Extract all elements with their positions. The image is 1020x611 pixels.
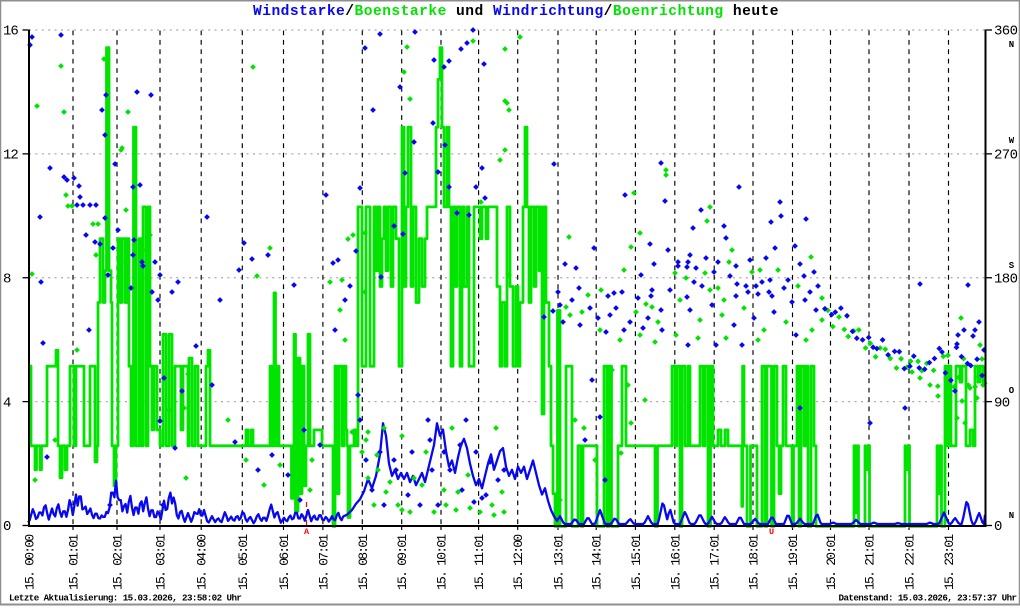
svg-text:4: 4 bbox=[3, 395, 11, 411]
svg-text:O: O bbox=[1009, 386, 1015, 396]
svg-text:15. 00:00: 15. 00:00 bbox=[23, 535, 38, 590]
svg-text:S: S bbox=[1009, 261, 1015, 271]
svg-text:15. 16:01: 15. 16:01 bbox=[668, 534, 683, 590]
svg-text:15. 01:01: 15. 01:01 bbox=[67, 534, 82, 590]
svg-text:Windstarke/Boenstarke und Wind: Windstarke/Boenstarke und Windrichtung/B… bbox=[253, 4, 779, 20]
svg-text:15. 18:01: 15. 18:01 bbox=[747, 534, 762, 590]
svg-text:15. 12:00: 15. 12:00 bbox=[511, 535, 526, 590]
svg-text:15. 02:01: 15. 02:01 bbox=[111, 534, 126, 590]
svg-text:15. 11:01: 15. 11:01 bbox=[472, 534, 487, 590]
svg-text:15. 15:01: 15. 15:01 bbox=[629, 534, 644, 590]
svg-text:270: 270 bbox=[994, 148, 1018, 164]
svg-text:15. 20:01: 15. 20:01 bbox=[824, 534, 839, 590]
svg-text:15. 05:01: 15. 05:01 bbox=[236, 534, 251, 590]
svg-text:0: 0 bbox=[3, 519, 11, 535]
svg-text:15. 14:01: 15. 14:01 bbox=[590, 534, 605, 590]
svg-text:U: U bbox=[769, 527, 774, 537]
svg-text:15. 19:01: 15. 19:01 bbox=[786, 534, 801, 590]
svg-text:360: 360 bbox=[994, 24, 1018, 40]
svg-text:12: 12 bbox=[3, 148, 18, 164]
svg-text:180: 180 bbox=[994, 271, 1018, 287]
svg-text:16: 16 bbox=[3, 24, 18, 40]
svg-text:8: 8 bbox=[3, 271, 11, 287]
svg-text:15. 22:01: 15. 22:01 bbox=[903, 534, 918, 590]
svg-text:15. 07:01: 15. 07:01 bbox=[316, 534, 331, 590]
svg-text:15. 06:01: 15. 06:01 bbox=[277, 534, 292, 590]
svg-text:15. 10:01: 15. 10:01 bbox=[435, 534, 450, 590]
svg-text:15. 13:01: 15. 13:01 bbox=[552, 534, 567, 590]
svg-text:90: 90 bbox=[994, 395, 1010, 411]
svg-text:15. 04:00: 15. 04:00 bbox=[195, 535, 210, 590]
svg-text:N: N bbox=[1009, 40, 1014, 50]
svg-text:15. 23:01: 15. 23:01 bbox=[942, 534, 957, 590]
svg-text:15. 09:01: 15. 09:01 bbox=[395, 534, 410, 590]
svg-text:W: W bbox=[1009, 136, 1015, 146]
svg-text:15. 03:01: 15. 03:01 bbox=[154, 534, 169, 590]
svg-text:Datenstand: 15.03.2026, 23:57:: Datenstand: 15.03.2026, 23:57:37 Uhr bbox=[839, 593, 1017, 604]
svg-text:N: N bbox=[1009, 511, 1014, 521]
svg-text:A: A bbox=[304, 527, 310, 537]
svg-text:Letzte Aktualisierung: 15.03.2: Letzte Aktualisierung: 15.03.2026, 23:58… bbox=[9, 593, 241, 604]
svg-text:15. 17:01: 15. 17:01 bbox=[708, 534, 723, 590]
svg-text:15. 08:01: 15. 08:01 bbox=[356, 534, 371, 590]
svg-text:15. 21:01: 15. 21:01 bbox=[863, 534, 878, 590]
svg-text:0: 0 bbox=[994, 519, 1002, 535]
